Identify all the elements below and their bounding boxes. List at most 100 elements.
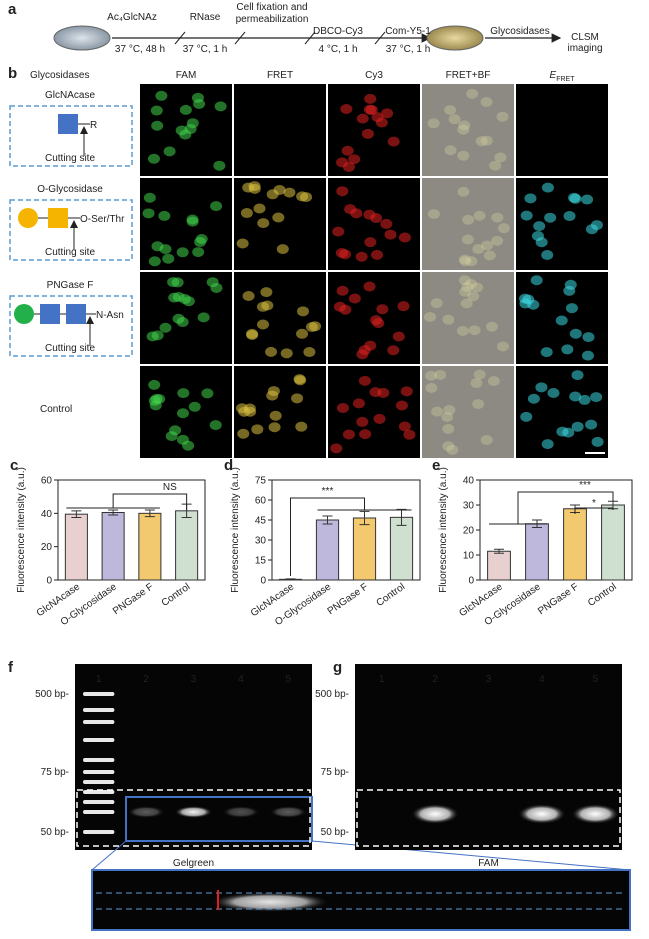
cell (475, 136, 488, 147)
cell (184, 124, 197, 135)
cell (392, 331, 405, 342)
cell (168, 292, 181, 303)
cell (395, 400, 408, 411)
y-tick-label: 15 (255, 556, 267, 567)
cell (169, 425, 182, 436)
man (14, 304, 34, 324)
cell (344, 204, 357, 215)
cell (280, 348, 293, 359)
site: O-Ser/Thr (80, 214, 125, 225)
error-bar (71, 510, 82, 518)
cell (276, 244, 289, 255)
band (221, 806, 260, 818)
column-header: FRET (267, 70, 293, 81)
panel-label: b (8, 65, 17, 82)
cell (236, 238, 249, 249)
cell (365, 104, 378, 115)
cell (339, 249, 352, 260)
cell (541, 439, 554, 450)
cell (581, 194, 594, 205)
cell (424, 312, 437, 323)
bar (315, 519, 340, 581)
cell (581, 350, 594, 361)
cell (460, 298, 473, 309)
y-tick-label: 20 (41, 542, 53, 553)
dish (53, 25, 111, 51)
step-tick (174, 31, 186, 45)
ladder-band (83, 810, 115, 814)
cell (461, 234, 474, 245)
cell (398, 232, 411, 243)
cell (261, 300, 274, 311)
cell (480, 97, 493, 108)
cell (213, 160, 226, 171)
cell (151, 330, 164, 341)
cell (456, 325, 469, 336)
cell (494, 152, 507, 163)
cell (272, 212, 285, 223)
cell (147, 153, 160, 164)
cell (473, 369, 486, 380)
error-bar (396, 508, 407, 526)
ladder-band (83, 790, 115, 794)
cell (242, 290, 255, 301)
condition: 4 °C, 1 h (318, 44, 357, 55)
cell (348, 154, 361, 165)
cell (361, 128, 374, 139)
ladder-band (83, 708, 115, 712)
dashed-region (76, 789, 311, 847)
step: permeabilization (236, 14, 309, 25)
cell (481, 240, 494, 251)
bar (389, 516, 414, 581)
column-header: Cy3 (365, 70, 383, 81)
band (210, 892, 330, 912)
cell (296, 328, 309, 339)
cell (240, 208, 253, 219)
panel-label: a (8, 1, 17, 18)
cell (380, 218, 393, 229)
cell (398, 421, 411, 432)
bracket (66, 493, 188, 510)
cell (565, 303, 578, 314)
cell (467, 291, 480, 302)
band (517, 804, 566, 824)
panel-label: d (224, 457, 233, 474)
cell (179, 104, 192, 115)
cell (457, 186, 470, 197)
cell (364, 237, 377, 248)
x-tick-label: PNGase F (536, 581, 581, 617)
zoom-box (125, 796, 313, 842)
cell (457, 150, 470, 161)
error-bar (108, 509, 119, 516)
cell (206, 277, 219, 288)
cell (483, 250, 496, 261)
column-header: FAM (176, 70, 197, 81)
micrograph (422, 366, 514, 458)
micrograph (422, 84, 514, 176)
cell (465, 278, 478, 289)
box (9, 295, 133, 357)
step: Cell fixation and (236, 2, 307, 13)
cell (214, 101, 227, 112)
bracket (290, 497, 412, 576)
cell (269, 410, 282, 421)
cell (444, 104, 457, 115)
cell (491, 212, 504, 223)
cell (544, 212, 557, 223)
lane-number: 5 (593, 674, 599, 685)
condition: 37 °C, 1 h (386, 44, 431, 55)
micrograph (422, 178, 514, 270)
cell (540, 347, 553, 358)
row-name: GlcNAcase (45, 90, 95, 101)
site: N-Asn (96, 310, 124, 321)
cell (377, 387, 390, 398)
caption: FAM (478, 858, 499, 869)
micrograph (516, 84, 608, 176)
cell (547, 387, 560, 398)
cell (448, 114, 461, 125)
cell (352, 398, 365, 409)
cell (364, 340, 377, 351)
cell (341, 145, 354, 156)
cell (563, 211, 576, 222)
error-bar (144, 509, 155, 518)
